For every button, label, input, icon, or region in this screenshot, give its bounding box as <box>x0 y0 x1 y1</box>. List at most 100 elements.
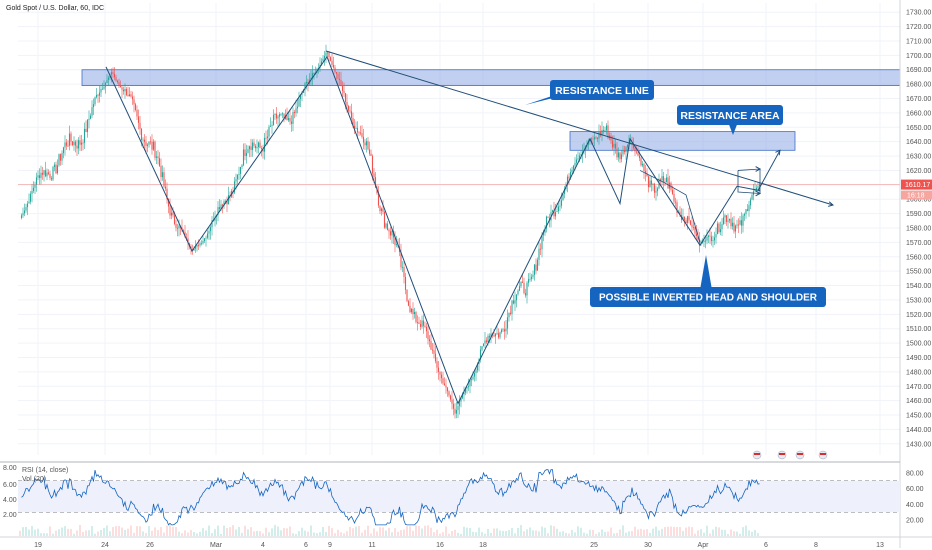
chart-title: Gold Spot / U.S. Dollar, 60, IDC <box>6 5 104 12</box>
candle-down <box>437 367 440 372</box>
volume-bar <box>136 526 138 536</box>
candle-up <box>98 92 101 96</box>
pattern-callout-pointer <box>700 255 712 290</box>
candle-down <box>710 236 713 242</box>
candle-up <box>128 94 131 97</box>
volume-bar <box>397 531 399 536</box>
volume-bar <box>37 528 39 536</box>
candle-up <box>110 72 113 75</box>
candle-down <box>679 211 681 215</box>
candle-up <box>148 141 150 145</box>
volume-bars <box>19 525 759 536</box>
volume-bar <box>640 528 642 536</box>
candle-up <box>617 152 620 158</box>
volume-bar <box>181 533 183 536</box>
candle-up <box>731 222 734 227</box>
volume-bar <box>256 530 258 536</box>
vol-label: Vol (20) <box>22 476 46 483</box>
candle-down <box>406 289 408 302</box>
candle-up <box>103 86 105 89</box>
candle-down <box>674 201 677 203</box>
candle-down <box>523 282 525 294</box>
volume-bar <box>361 532 363 536</box>
volume-bar <box>319 532 321 536</box>
candle-down <box>451 399 453 404</box>
candle-down <box>307 81 309 84</box>
volume-bar <box>745 525 747 536</box>
candle-down <box>113 73 116 78</box>
y-tick-label: 1560.00 <box>906 254 931 261</box>
candle-up <box>245 152 248 156</box>
volume-bar <box>757 533 759 536</box>
candle-up <box>269 125 272 127</box>
volume-bar <box>748 530 750 536</box>
candle-up <box>479 349 482 360</box>
candle-down <box>596 138 599 139</box>
candle-down <box>218 207 221 210</box>
candle-down <box>176 227 179 229</box>
candle-up <box>257 142 260 148</box>
resistance-arrowhead <box>828 201 835 207</box>
volume-bar <box>733 531 735 536</box>
volume-bar <box>304 530 306 536</box>
candle-down <box>452 403 455 409</box>
volume-bar <box>148 526 150 536</box>
candle-up <box>91 107 93 116</box>
candle-up <box>466 387 468 389</box>
candle-down <box>643 163 645 171</box>
volume-bar <box>463 526 465 536</box>
candle-down <box>82 142 84 144</box>
candle-up <box>235 179 237 182</box>
candle-down <box>250 146 252 151</box>
candle-down <box>746 209 749 211</box>
volume-bar <box>358 525 360 536</box>
candle-up <box>220 204 222 210</box>
candle-up <box>464 388 467 393</box>
resistance-zone-1 <box>81 69 901 86</box>
candle-down <box>521 281 524 283</box>
candle-down <box>169 206 171 216</box>
volume-bar <box>157 530 159 536</box>
volume-bar <box>433 532 435 536</box>
candle-down <box>158 158 161 166</box>
volume-bar <box>439 533 441 536</box>
candle-down <box>662 176 665 182</box>
rsi-band-fill <box>18 480 900 513</box>
volume-bar <box>493 528 495 536</box>
volume-bar <box>22 527 24 536</box>
volume-bar <box>487 529 489 536</box>
candle-up <box>268 126 270 137</box>
candle-down <box>338 78 341 81</box>
candle-up <box>686 216 689 223</box>
volume-bar <box>370 533 372 536</box>
candle-down <box>673 193 675 202</box>
candle-down <box>497 333 500 338</box>
candle-up <box>566 176 569 185</box>
candle-down <box>337 73 339 79</box>
candle-up <box>323 55 326 59</box>
candle-down <box>404 276 407 290</box>
candle-down <box>448 391 450 396</box>
volume-bar <box>403 529 405 536</box>
candle-down <box>407 301 410 306</box>
candle-down <box>371 155 374 174</box>
volume-bar <box>112 527 114 536</box>
volume-bar <box>511 527 513 536</box>
resistance-area-callout-text: RESISTANCE AREA <box>680 110 780 122</box>
volume-bar <box>91 525 93 536</box>
volume-bar <box>652 528 654 536</box>
y-tick-label: 1430.00 <box>906 441 931 448</box>
pattern-callout: POSSIBLE INVERTED HEAD AND SHOULDER <box>590 255 826 307</box>
candle-up <box>247 149 249 153</box>
candle-down <box>512 300 515 304</box>
candle-down <box>140 128 143 141</box>
volume-bar <box>604 532 606 536</box>
candle-down <box>283 113 285 120</box>
x-tick-label: 18 <box>479 542 487 549</box>
volume-bar <box>139 526 141 536</box>
volume-bar <box>709 533 711 536</box>
volume-bar <box>406 526 408 536</box>
volume-bar <box>394 528 396 536</box>
candle-down <box>653 183 656 193</box>
